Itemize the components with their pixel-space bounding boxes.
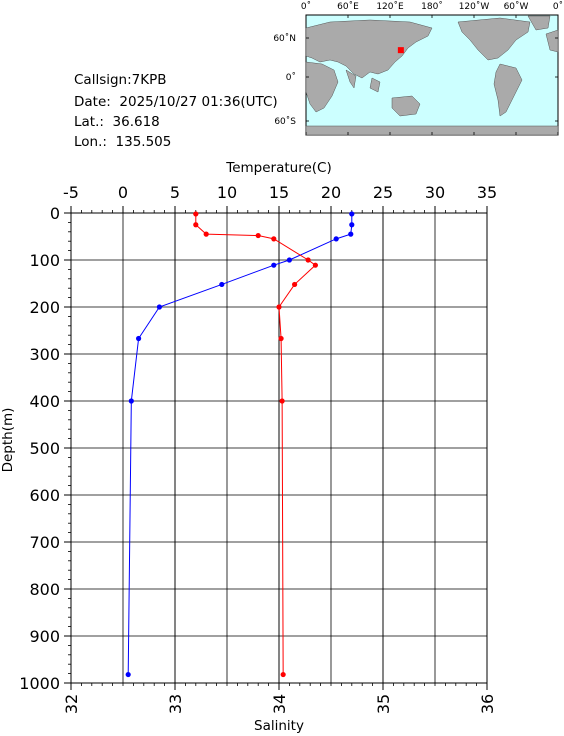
map-latitude-label: 60˚S	[274, 116, 296, 127]
depth-axis-label: Depth(m)	[0, 408, 16, 473]
temperature-data-point	[271, 262, 277, 268]
depth-tick-label: 1000	[19, 674, 60, 693]
salinity-tick-label: 34	[270, 694, 289, 714]
temperature-tick-label: -5	[63, 183, 79, 202]
map-longitude-label: 0˚	[553, 1, 563, 12]
salinity-tick-label: 32	[62, 694, 81, 714]
latitude-text: Lat.: 36.618	[74, 114, 160, 130]
temperature-data-point	[219, 281, 225, 288]
temperature-axis-label: Temperature(C)	[225, 160, 331, 176]
station-marker	[397, 47, 404, 54]
depth-tick-label: 800	[29, 580, 60, 599]
temperature-tick-label: 20	[321, 183, 341, 202]
salinity-data-point	[280, 671, 286, 678]
depth-tick-label: 400	[29, 392, 60, 411]
salinity-data-point	[279, 398, 285, 404]
temperature-tick-label: 25	[373, 183, 393, 202]
salinity-data-point	[271, 236, 277, 242]
salinity-profile-line	[195, 213, 317, 675]
depth-tick-label: 600	[29, 486, 60, 505]
map-longitude-label: 180˚	[421, 1, 443, 12]
temperature-tick-label: 10	[217, 183, 237, 202]
temperature-tick-label: 35	[477, 183, 497, 202]
temperature-profile-line	[127, 213, 353, 675]
map-longitude-label: 120˚W	[459, 1, 490, 12]
salinity-data-point	[193, 211, 199, 217]
temperature-data-point	[156, 304, 162, 310]
depth-tick-label: 500	[29, 439, 60, 458]
longitude-text: Lon.: 135.505	[74, 134, 172, 150]
map-latitude-label: 60˚N	[273, 33, 296, 44]
salinity-axis-label: Salinity	[254, 718, 304, 734]
salinity-tick-label: 35	[374, 694, 393, 714]
salinity-tick-label: 36	[478, 694, 497, 714]
depth-tick-label: 900	[29, 627, 60, 646]
temperature-data-point	[349, 222, 355, 228]
depth-tick-label: 300	[29, 345, 60, 364]
grid	[70, 212, 488, 684]
depth-tick-label: 0	[50, 204, 60, 223]
depth-tick-label: 700	[29, 533, 60, 552]
depth-tick-label: 100	[29, 251, 60, 270]
temperature-data-point	[349, 211, 355, 217]
map-longitude-label: 0˚	[301, 1, 311, 12]
salinity-data-point	[278, 335, 284, 342]
map-longitude-label: 120˚E	[376, 1, 404, 12]
temperature-data-point	[286, 257, 292, 263]
temperature-tick-label: 0	[118, 183, 128, 202]
temperature-tick-label: 30	[425, 183, 445, 202]
depth-tick-label: 200	[29, 298, 60, 317]
map-latitude-label: 0˚	[286, 72, 296, 83]
callsign-text: Callsign:7KPB	[74, 72, 167, 88]
temperature-data-point	[136, 335, 142, 342]
temperature-data-point	[125, 671, 131, 678]
salinity-tick-label: 33	[166, 694, 185, 714]
salinity-data-point	[305, 257, 311, 263]
map-longitude-label: 60˚W	[504, 1, 529, 12]
temperature-data-point	[128, 398, 134, 404]
salinity-data-point	[292, 281, 298, 288]
date-text: Date: 2025/10/27 01:36(UTC)	[74, 94, 278, 110]
temperature-data-point	[348, 231, 354, 237]
temperature-data-point	[333, 236, 339, 242]
world-map: 0˚ 60˚E 120˚E 180˚ 120˚W 60˚W 0˚ 60˚N 0˚ 60˚S	[273, 1, 563, 136]
salinity-data-point	[276, 304, 282, 310]
salinity-data-point	[193, 222, 199, 228]
map-longitude-label: 60˚E	[337, 1, 359, 12]
temperature-tick-label: 5	[170, 183, 180, 202]
salinity-data-point	[203, 231, 209, 237]
temperature-tick-label: 15	[269, 183, 289, 202]
salinity-data-point	[312, 262, 318, 268]
salinity-data-point	[255, 232, 261, 239]
